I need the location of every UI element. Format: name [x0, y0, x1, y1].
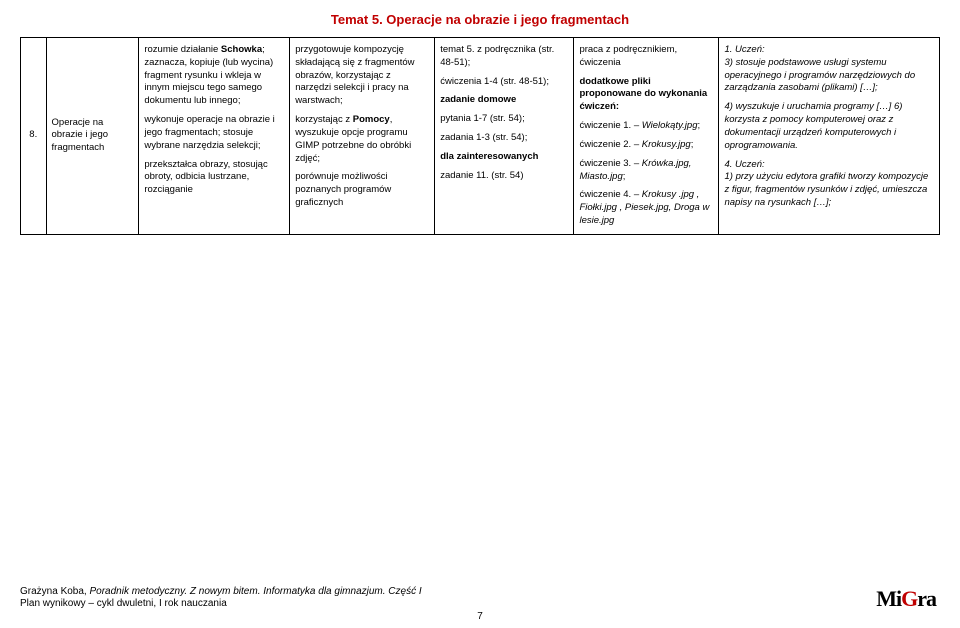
paragraph: dodatkowe pliki proponowane do wykonania… [579, 76, 713, 114]
exercise-item: ćwiczenie 2. – Krokusy.jpg; [579, 139, 713, 152]
paragraph: ćwiczenia 1-4 (str. 48-51); [440, 76, 568, 89]
paragraph: 1) przy użyciu edytora grafiki tworzy ko… [724, 171, 934, 209]
exercise-item: ćwiczenie 1. – Wielokąty.jpg; [579, 120, 713, 133]
curriculum-table: 8. Operacje na obrazie i jego fragmentac… [20, 37, 940, 235]
paragraph: przekształca obrazy, stosując obroty, od… [144, 159, 284, 197]
table-row: 8. Operacje na obrazie i jego fragmentac… [21, 38, 940, 235]
text: ćwiczenie 3. – [579, 158, 641, 169]
page-title: Temat 5. Operacje na obrazie i jego frag… [20, 12, 940, 27]
paragraph: temat 5. z podręcznika (str. 48-51); [440, 44, 568, 70]
subheading: 1. Uczeń: [724, 44, 934, 57]
text: ćwiczenie 4. – [579, 189, 641, 200]
cell-curriculum-ref: 1. Uczeń: 3) stosuje podstawowe usługi s… [719, 38, 940, 235]
book-title: Poradnik metodyczny. Z nowym bitem. Info… [89, 586, 421, 597]
lesson-topic: Operacje na obrazie i jego fragmentach [46, 38, 139, 235]
bold-text: proponowane do wykonania ćwiczeń: [579, 88, 707, 112]
paragraph: pytania 1-7 (str. 54); [440, 113, 568, 126]
cell-skills-basic: rozumie działanie Schowka; zaznacza, kop… [139, 38, 290, 235]
page-number: 7 [477, 611, 483, 622]
paragraph: porównuje możliwości poznanych programów… [295, 171, 429, 209]
logo-part-mi: Mi [876, 586, 901, 611]
paragraph: przygotowuje kompozycję składającą się z… [295, 44, 429, 108]
footer-plan-line: Plan wynikowy – cykl dwuletni, I rok nau… [20, 598, 940, 609]
paragraph: 4) wyszukuje i uruchamia programy […] 6)… [724, 101, 934, 152]
paragraph: zadanie 11. (str. 54) [440, 170, 568, 183]
paragraph: korzystając z Pomocy, wyszukuje opcje pr… [295, 114, 429, 165]
cell-materials: temat 5. z podręcznika (str. 48-51); ćwi… [435, 38, 574, 235]
cell-methods: praca z podręcznikiem, ćwiczenia dodatko… [574, 38, 719, 235]
cell-skills-advanced: przygotowuje kompozycję składającą się z… [290, 38, 435, 235]
text: ćwiczenie 2. – [579, 139, 641, 150]
subheading: zadanie domowe [440, 94, 568, 107]
row-number: 8. [21, 38, 47, 235]
exercise-item: ćwiczenie 4. – Krokusy .jpg , Fiołki.jpg… [579, 189, 713, 227]
text: korzystając z [295, 114, 353, 125]
migra-logo: MiGra [876, 586, 936, 612]
page-footer: Grażyna Koba, Poradnik metodyczny. Z now… [20, 586, 940, 610]
subheading: 4. Uczeń: [724, 159, 934, 172]
text: rozumie działanie [144, 44, 221, 55]
bold-text: dodatkowe pliki [579, 76, 650, 87]
paragraph: zadania 1-3 (str. 54); [440, 132, 568, 145]
filename: Krokusy.jpg [642, 139, 691, 150]
text: ćwiczenie 1. – [579, 120, 641, 131]
logo-part-g: G [901, 586, 917, 611]
author-name: Grażyna Koba, [20, 586, 89, 597]
exercise-item: ćwiczenie 3. – Krówka.jpg, Miasto.jpg; [579, 158, 713, 184]
paragraph: rozumie działanie Schowka; zaznacza, kop… [144, 44, 284, 108]
paragraph: 3) stosuje podstawowe usługi systemu ope… [724, 57, 934, 95]
paragraph: praca z podręcznikiem, ćwiczenia [579, 44, 713, 70]
bold-text: Pomocy [353, 114, 390, 125]
footer-author-line: Grażyna Koba, Poradnik metodyczny. Z now… [20, 586, 940, 597]
bold-text: Schowka [221, 44, 262, 55]
logo-part-ra: ra [917, 586, 936, 611]
filename: Wielokąty.jpg [642, 120, 698, 131]
paragraph: wykonuje operacje na obrazie i jego frag… [144, 114, 284, 152]
subheading: dla zainteresowanych [440, 151, 568, 164]
